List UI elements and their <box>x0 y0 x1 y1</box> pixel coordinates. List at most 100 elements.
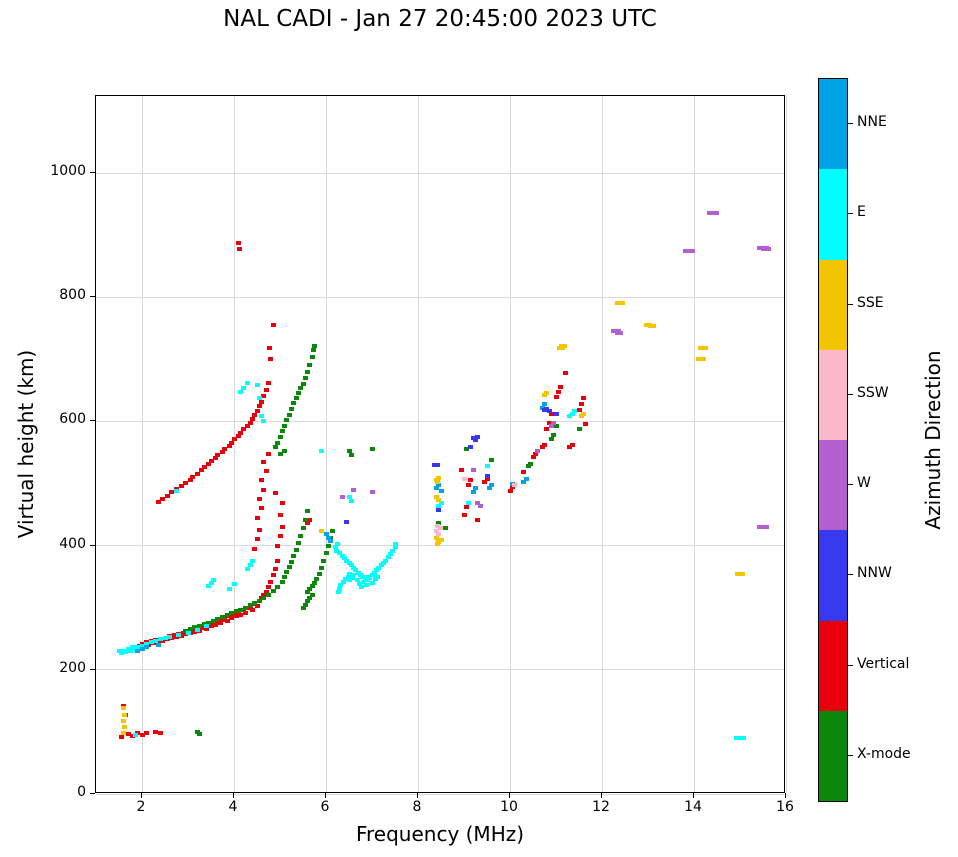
colorbar-tick-label: SSW <box>857 384 889 401</box>
data-point-sse <box>615 301 626 306</box>
colorbar-tick-mark <box>848 393 853 395</box>
data-point-e <box>376 565 382 570</box>
data-point-vertical <box>275 559 281 564</box>
data-point-e <box>348 563 354 568</box>
colorbar-tick-mark <box>848 123 853 125</box>
data-point-nne <box>438 488 444 493</box>
data-point-vertical <box>581 395 587 400</box>
data-point-x-mode <box>295 391 301 396</box>
grid-line-horizontal <box>96 420 784 422</box>
data-point-x-mode <box>302 602 308 607</box>
x-tick-label: 14 <box>684 799 702 815</box>
data-point-vertical <box>279 501 285 506</box>
data-point-ssw <box>461 476 467 481</box>
data-point-vertical <box>199 468 205 473</box>
data-point-e <box>375 574 381 579</box>
data-point-vertical <box>125 732 131 737</box>
data-point-x-mode <box>436 521 442 526</box>
data-point-nne <box>155 642 161 647</box>
data-point-x-mode <box>298 386 304 391</box>
data-point-x-mode <box>443 526 449 531</box>
data-point-ssw <box>433 528 439 533</box>
data-point-e <box>208 580 214 585</box>
x-tick-label: 8 <box>412 799 422 815</box>
colorbar-segment-x-mode <box>819 710 847 801</box>
data-point-sse <box>542 393 547 398</box>
data-point-sse <box>436 497 442 502</box>
data-point-e <box>338 583 344 588</box>
data-point-vertical <box>155 500 161 505</box>
data-point-vertical <box>507 488 513 493</box>
data-point-e <box>128 649 133 654</box>
data-point-e <box>342 577 348 582</box>
colorbar-tick-label: X-mode <box>857 745 911 762</box>
data-point-e <box>238 389 244 394</box>
data-point-vertical <box>259 478 265 483</box>
data-point-nne <box>470 490 476 495</box>
x-tick-mark <box>233 793 234 798</box>
data-point-vertical <box>169 490 175 495</box>
data-point-vertical <box>157 731 163 736</box>
data-point-x-mode <box>282 423 288 428</box>
data-point-e <box>318 448 324 453</box>
grid-line-vertical <box>601 96 603 792</box>
data-point-e <box>484 464 490 469</box>
data-point-sse <box>318 529 324 534</box>
data-point-vertical <box>270 323 276 328</box>
data-point-sse <box>433 536 439 541</box>
data-point-x-mode <box>553 424 559 429</box>
data-point-vertical <box>229 440 235 445</box>
data-point-vertical <box>178 483 184 488</box>
data-point-vertical <box>542 443 547 447</box>
data-point-vertical <box>187 477 193 482</box>
data-point-w <box>535 449 541 454</box>
data-point-sse <box>647 324 656 329</box>
y-axis-label: Virtual height (km) <box>14 349 38 539</box>
data-point-sse <box>121 706 127 711</box>
data-point-x-mode <box>293 547 299 552</box>
grid-line-vertical <box>693 96 695 792</box>
data-point-vertical <box>279 524 285 529</box>
data-point-vertical <box>238 431 244 436</box>
grid-line-horizontal <box>96 296 784 298</box>
data-point-vertical <box>461 512 467 517</box>
data-point-vertical <box>307 517 313 522</box>
data-point-vertical <box>463 505 469 510</box>
data-point-e <box>381 560 386 565</box>
y-tick-label: 0 <box>77 784 86 800</box>
data-point-e <box>335 542 340 547</box>
data-point-e <box>385 555 391 560</box>
data-point-x-mode <box>310 347 316 352</box>
data-point-nnw <box>553 411 559 416</box>
grid-line-horizontal <box>96 172 784 174</box>
data-point-vertical <box>160 497 166 502</box>
data-point-vertical <box>459 467 465 472</box>
data-point-x-mode <box>348 452 354 457</box>
data-point-x-mode <box>247 603 253 608</box>
data-point-e <box>337 551 343 556</box>
colorbar-tick-label: NNW <box>857 565 892 582</box>
data-point-vertical <box>240 427 246 432</box>
data-point-vertical <box>224 618 230 623</box>
data-point-vertical <box>164 493 170 498</box>
grid-line-vertical <box>509 96 511 792</box>
data-point-vertical <box>305 520 311 525</box>
data-point-e <box>369 573 375 578</box>
data-point-nne <box>328 538 334 543</box>
data-point-x-mode <box>192 624 198 629</box>
data-point-vertical <box>254 408 260 413</box>
y-tick-label: 1000 <box>50 163 86 179</box>
data-point-ssw <box>512 482 518 487</box>
data-point-vertical <box>562 370 568 375</box>
grid-line-horizontal <box>96 545 784 547</box>
data-point-sse <box>695 357 706 362</box>
data-point-vertical <box>217 621 223 626</box>
data-point-e <box>340 579 346 584</box>
data-point-vertical <box>247 420 253 425</box>
data-point-vertical <box>261 593 267 598</box>
data-point-vertical <box>548 411 554 416</box>
x-tick-mark <box>141 793 142 798</box>
data-point-e <box>341 556 347 561</box>
data-point-e <box>734 736 746 741</box>
colorbar-tick-mark <box>848 574 853 576</box>
